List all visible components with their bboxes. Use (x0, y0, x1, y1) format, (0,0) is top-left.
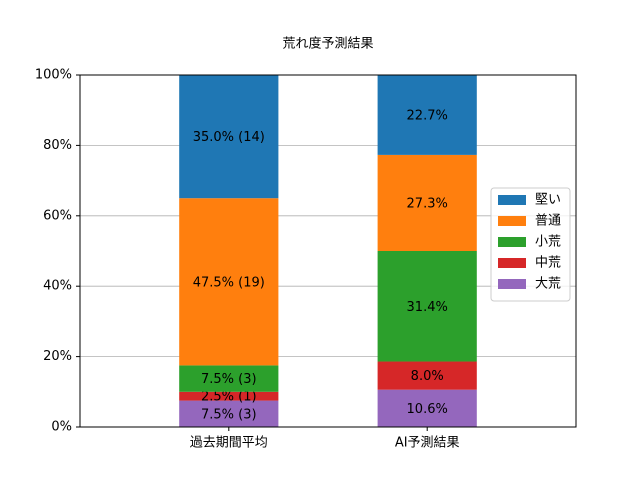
y-tick-label: 0% (51, 420, 72, 435)
legend-label: 堅い (535, 193, 561, 208)
value-label: 7.5% (3) (201, 372, 257, 387)
bar-segment (179, 198, 279, 366)
legend-label: 普通 (535, 214, 561, 229)
value-label: 27.3% (407, 196, 448, 211)
legend-label: 中荒 (535, 256, 561, 271)
plot-frame (79, 74, 577, 428)
legend-swatch (498, 237, 526, 247)
bar-segment (179, 391, 279, 401)
value-label: 7.5% (3) (201, 407, 257, 422)
value-label: 22.7% (407, 108, 448, 123)
x-tick-label: AI予測結果 (395, 436, 460, 451)
value-label: 47.5% (19) (193, 275, 265, 290)
bar-segment (179, 400, 279, 427)
legend-swatch (498, 216, 526, 226)
value-label: 8.0% (411, 369, 444, 384)
bar-segment (377, 251, 477, 362)
value-label: 35.0% (14) (193, 130, 265, 145)
y-tick-label: 40% (43, 279, 72, 294)
y-tick-label: 20% (43, 349, 72, 364)
legend-label: 大荒 (535, 277, 561, 292)
bar-segment (377, 75, 477, 155)
legend-swatch (498, 258, 526, 268)
legend-swatch (498, 195, 526, 205)
y-tick-label: 100% (35, 68, 72, 83)
y-tick-label: 60% (43, 208, 72, 223)
legend-swatch (498, 279, 526, 289)
bar-segment (377, 361, 477, 390)
chart-title: 荒れ度予測結果 (282, 36, 373, 52)
value-label: 31.4% (407, 300, 448, 315)
bar-segment (179, 365, 279, 392)
x-tick-label: 過去期間平均 (190, 436, 268, 451)
bar-segment (377, 389, 477, 427)
bar-segment (179, 75, 279, 199)
value-label: 2.5% (1) (201, 390, 257, 405)
y-tick-label: 80% (43, 138, 72, 153)
value-label: 10.6% (407, 402, 448, 417)
bar-segment (377, 154, 477, 251)
legend-label: 小荒 (535, 235, 561, 250)
